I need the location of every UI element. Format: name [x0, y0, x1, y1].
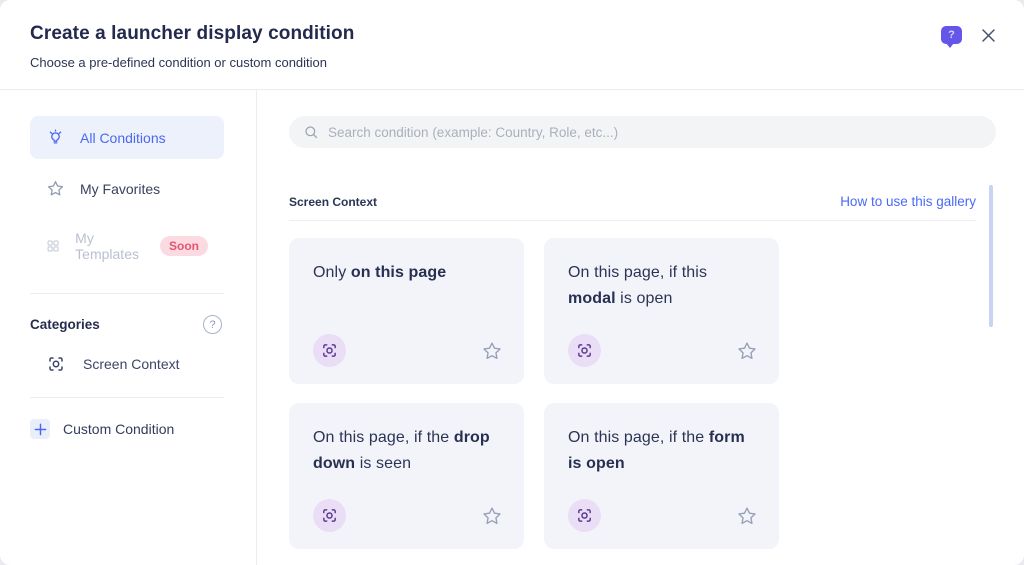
condition-card[interactable]: On this page, if the form is open [544, 403, 779, 549]
screen-context-category-badge [568, 334, 601, 367]
card-footer [568, 499, 758, 532]
favorite-star-button[interactable] [481, 340, 503, 362]
screen-context-category-badge [313, 499, 346, 532]
sidebar-divider [30, 397, 224, 398]
condition-card[interactable]: On this page, if the drop down is seen [289, 403, 524, 549]
screen-context-icon [323, 344, 336, 357]
grid-icon [47, 240, 59, 252]
condition-card[interactable]: On this page, if this modal is open [544, 238, 779, 384]
modal-header: Create a launcher display condition Choo… [0, 0, 1024, 90]
sidebar-item-label: My Favorites [80, 180, 161, 197]
card-footer [568, 334, 758, 367]
close-button[interactable] [979, 26, 997, 44]
card-footer [313, 499, 503, 532]
main-panel: Screen Context How to use this gallery O… [257, 90, 1024, 565]
search-icon [305, 126, 318, 139]
scrollbar-thumb[interactable] [989, 185, 993, 327]
favorite-star-button[interactable] [736, 505, 758, 527]
close-icon [981, 28, 995, 42]
screen-context-icon [578, 344, 591, 357]
sidebar-item-my-templates[interactable]: My Templates Soon [30, 218, 224, 274]
star-icon [738, 341, 756, 359]
custom-condition-button[interactable]: Custom Condition [30, 419, 224, 439]
category-item-label: Screen Context [83, 356, 180, 372]
lightbulb-icon [49, 129, 62, 144]
sidebar-item-label: All Conditions [80, 129, 166, 146]
screen-context-section: Screen Context How to use this gallery [289, 194, 976, 221]
card-title: Only on this page [313, 264, 447, 281]
custom-condition-label: Custom Condition [63, 421, 175, 437]
sidebar-item-screen-context[interactable]: Screen Context [30, 355, 224, 373]
favorite-star-button[interactable] [481, 505, 503, 527]
screen-context-icon [49, 357, 63, 371]
sidebar: All Conditions My Favorites My Templates… [0, 90, 257, 565]
card-title: On this page, if the drop down is seen [313, 429, 490, 472]
sidebar-item-all-conditions[interactable]: All Conditions [30, 116, 224, 159]
question-circle-icon[interactable]: ? [203, 315, 222, 334]
star-icon [47, 181, 64, 196]
screen-context-category-badge [313, 334, 346, 367]
page-title: Create a launcher display condition [30, 23, 355, 44]
page-subtitle: Choose a pre-defined condition or custom… [30, 55, 328, 70]
card-title: On this page, if the form is open [568, 429, 745, 472]
plus-icon [30, 419, 50, 439]
sidebar-item-my-favorites[interactable]: My Favorites [30, 167, 224, 210]
soon-badge: Soon [160, 236, 208, 256]
card-title: On this page, if this modal is open [568, 264, 708, 307]
screen-context-icon [578, 509, 591, 522]
condition-card[interactable]: Only on this page [289, 238, 524, 384]
cards-grid: Only on this page On this page, if this … [289, 238, 996, 549]
help-bubble-icon[interactable]: ? [941, 26, 962, 48]
search-bar [289, 116, 996, 148]
screen-context-icon [323, 509, 336, 522]
section-title: Screen Context [289, 195, 378, 209]
favorite-star-button[interactable] [736, 340, 758, 362]
star-icon [483, 506, 501, 524]
categories-header: Categories ? [30, 313, 224, 334]
sidebar-divider [30, 293, 224, 294]
card-footer [313, 334, 503, 367]
categories-label: Categories [30, 317, 100, 332]
sidebar-item-label: My Templates [75, 230, 139, 262]
screen-context-category-badge [568, 499, 601, 532]
how-to-use-gallery-link[interactable]: How to use this gallery [840, 194, 976, 209]
modal-body: All Conditions My Favorites My Templates… [0, 90, 1024, 565]
star-icon [738, 506, 756, 524]
section-divider [289, 220, 976, 221]
star-icon [483, 341, 501, 359]
search-input[interactable] [328, 124, 982, 140]
